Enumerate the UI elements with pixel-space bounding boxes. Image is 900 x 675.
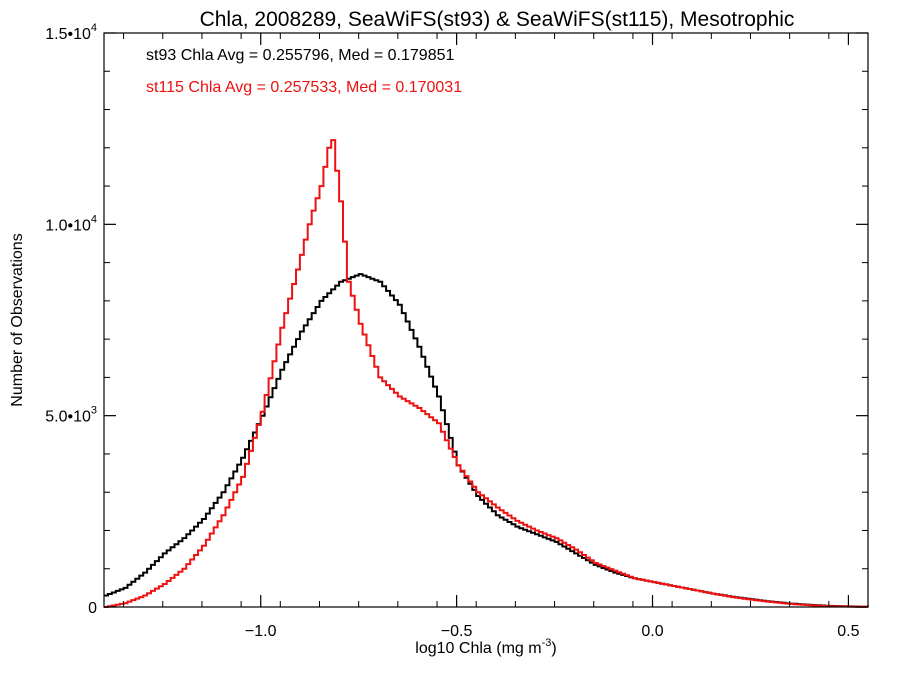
y-axis-label: Number of Observations	[9, 233, 26, 406]
st93-stats-annotation: st93 Chla Avg = 0.255796, Med = 0.179851	[146, 47, 454, 64]
series-layer	[104, 139, 869, 608]
x-axis-label-exponent: -3	[542, 637, 552, 649]
st93-histogram-line	[104, 273, 869, 608]
y-tick-label: 0	[88, 600, 97, 617]
x-tick-label: 0.5	[837, 623, 859, 640]
x-axis-label-main: log10 Chla (mg m	[415, 640, 541, 657]
chart-title: Chla, 2008289, SeaWiFS(st93) & SeaWiFS(s…	[200, 8, 795, 31]
x-axis-label-close: )	[551, 640, 556, 657]
x-tick-label: −1.0	[245, 623, 277, 640]
y-tick-label: 5.0•103	[45, 405, 97, 426]
plot-frame	[103, 32, 869, 608]
st115-stats-annotation: st115 Chla Avg = 0.257533, Med = 0.17003…	[146, 79, 462, 96]
y-tick-label: 1.5•104	[45, 22, 97, 43]
x-tick-label: −0.5	[441, 623, 473, 640]
x-axis-label: log10 Chla (mg m-3)	[415, 637, 556, 657]
x-tick-label: 0.0	[641, 623, 663, 640]
y-axis: 0 5.0•103 1.0•104 1.5•104	[45, 22, 868, 617]
x-axis: −1.0 −0.5 0.0 0.5	[123, 33, 869, 640]
st115-histogram-line	[104, 139, 869, 608]
annotations: st93 Chla Avg = 0.255796, Med = 0.179851…	[146, 47, 462, 96]
y-tick-label: 1.0•104	[45, 213, 97, 234]
